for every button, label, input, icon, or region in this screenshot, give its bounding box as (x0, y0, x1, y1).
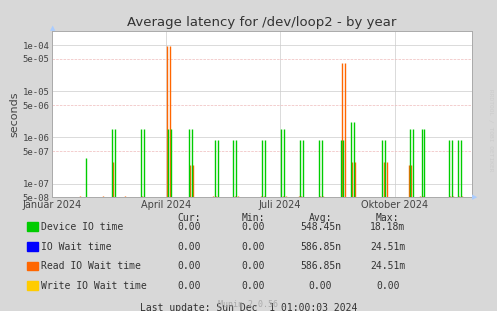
Text: Cur:: Cur: (177, 213, 201, 223)
Text: 0.00: 0.00 (177, 222, 201, 232)
Text: IO Wait time: IO Wait time (41, 242, 111, 252)
Text: Device IO time: Device IO time (41, 222, 123, 232)
Text: RRDTOOL / TOBI OETIKER: RRDTOOL / TOBI OETIKER (489, 89, 494, 172)
Text: 0.00: 0.00 (242, 222, 265, 232)
Text: ▶: ▶ (472, 194, 478, 201)
Text: 0.00: 0.00 (242, 242, 265, 252)
Text: 24.51m: 24.51m (370, 261, 405, 271)
Text: 18.18m: 18.18m (370, 222, 405, 232)
Text: 0.00: 0.00 (242, 261, 265, 271)
Text: Last update: Sun Dec  1 01:00:03 2024: Last update: Sun Dec 1 01:00:03 2024 (140, 303, 357, 311)
Text: 24.51m: 24.51m (370, 242, 405, 252)
Text: Avg:: Avg: (309, 213, 332, 223)
Text: 586.85n: 586.85n (300, 261, 341, 271)
Text: 586.85n: 586.85n (300, 242, 341, 252)
Title: Average latency for /dev/loop2 - by year: Average latency for /dev/loop2 - by year (127, 16, 397, 29)
Text: 0.00: 0.00 (309, 281, 332, 291)
Text: 548.45n: 548.45n (300, 222, 341, 232)
Text: Min:: Min: (242, 213, 265, 223)
Y-axis label: seconds: seconds (10, 91, 20, 137)
Text: ▲: ▲ (50, 25, 55, 31)
Text: Read IO Wait time: Read IO Wait time (41, 261, 141, 271)
Text: Max:: Max: (376, 213, 400, 223)
Text: 0.00: 0.00 (177, 281, 201, 291)
Text: 0.00: 0.00 (177, 242, 201, 252)
Text: Write IO Wait time: Write IO Wait time (41, 281, 147, 291)
Text: 0.00: 0.00 (376, 281, 400, 291)
Text: Munin 2.0.56: Munin 2.0.56 (219, 300, 278, 309)
Text: 0.00: 0.00 (242, 281, 265, 291)
Text: 0.00: 0.00 (177, 261, 201, 271)
